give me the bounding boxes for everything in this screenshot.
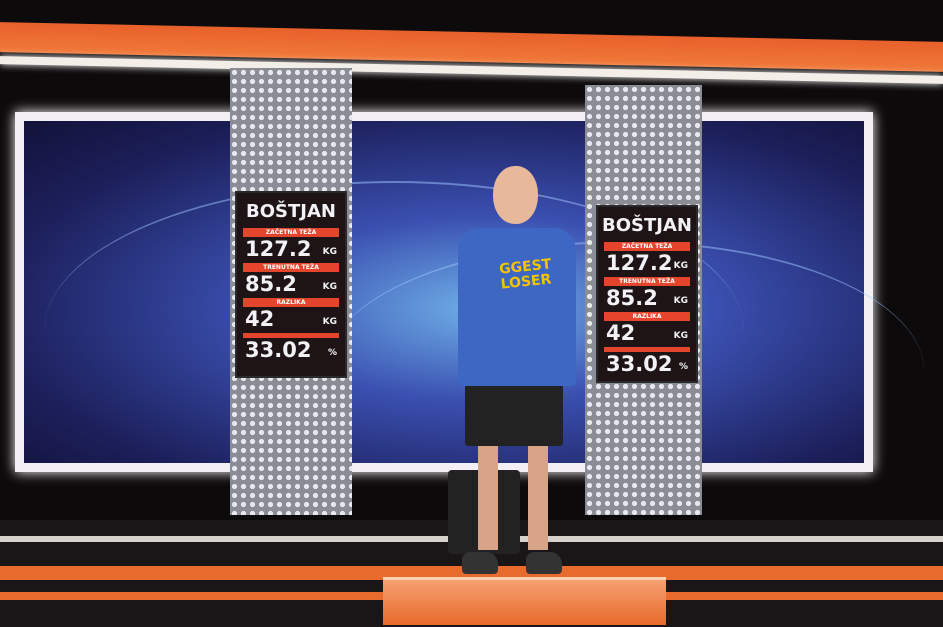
start-weight: 127.2 [606, 251, 673, 275]
current-weight: 85.2 [245, 272, 297, 296]
row-label: RAZLIKA [243, 298, 339, 307]
row-label: ZAČETNA TEŽA [604, 242, 690, 251]
person-left-shoe [462, 552, 498, 574]
unit: KG [322, 282, 337, 292]
person-right-shoe [526, 552, 562, 574]
unit: KG [673, 296, 688, 306]
weigh-in-platform [383, 577, 666, 625]
unit: KG [673, 331, 688, 341]
contestant-name: BOŠTJAN [602, 215, 692, 236]
contestant-name: BOŠTJAN [246, 201, 336, 222]
weight-board-left: BOŠTJAN ZAČETNA TEŽA 127.2 KG TRENUTNA TE… [235, 191, 347, 378]
shirt-logo: GGEST LOSER [498, 256, 554, 292]
row-label: ZAČETNA TEŽA [243, 228, 339, 237]
background-video-screen [15, 112, 924, 472]
unit: KG [322, 317, 337, 327]
person-head [493, 166, 538, 224]
screen-wave [44, 181, 744, 481]
row-label [604, 347, 690, 352]
unit: KG [322, 247, 337, 257]
row-label: TRENUTNA TEŽA [604, 277, 690, 286]
unit: % [327, 348, 337, 358]
current-weight: 85.2 [606, 286, 658, 310]
weight-difference: 42 [245, 307, 275, 331]
weight-difference: 42 [606, 321, 636, 345]
unit: KG [673, 261, 688, 271]
start-weight: 127.2 [245, 237, 312, 261]
weight-board-right: BOŠTJAN ZAČETNA TEŽA 127.2 KG TRENUTNA TE… [596, 205, 698, 383]
row-label [243, 333, 339, 338]
person-shorts [465, 380, 563, 446]
unit: % [678, 362, 688, 372]
person-right-leg [528, 440, 548, 550]
percent-lost: 33.02 [245, 338, 312, 362]
percent-lost: 33.02 [606, 352, 673, 376]
row-label: RAZLIKA [604, 312, 690, 321]
person-shirt [458, 228, 576, 386]
person-left-leg [478, 440, 498, 550]
row-label: TRENUTNA TEŽA [243, 263, 339, 272]
